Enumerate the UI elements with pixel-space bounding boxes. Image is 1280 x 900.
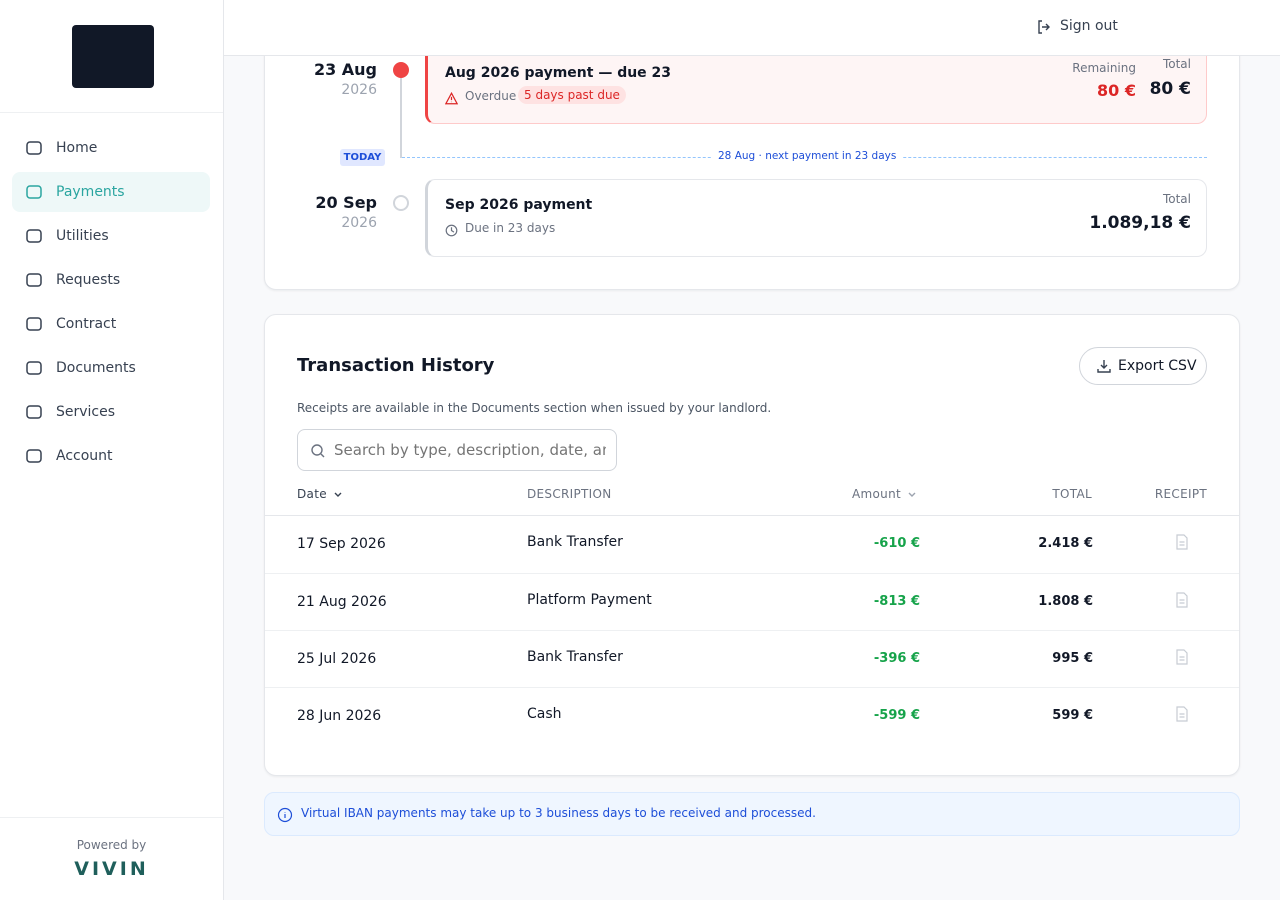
- column-header: Date: [297, 487, 343, 501]
- total-label: Total: [1162, 57, 1191, 71]
- nav-label: Services: [56, 404, 116, 420]
- cell-description: Bank Transfer: [527, 534, 623, 550]
- nav-label: Utilities: [56, 228, 109, 244]
- nav-label: Documents: [56, 360, 136, 376]
- receipt-icon: [1175, 649, 1189, 669]
- receipt-icon: [1175, 592, 1189, 612]
- date-year: 2026: [341, 215, 377, 231]
- cell-total: 1.808 €: [1038, 594, 1093, 609]
- date-year: 2026: [341, 82, 377, 98]
- payment-card: Aug 2026 payment — due 23 Overdue 5 days p…: [425, 46, 1207, 124]
- nav-item[interactable]: Utilities: [12, 216, 210, 256]
- cell-date: 17 Sep 2026: [297, 536, 386, 552]
- table-row: 17 Sep 2026 Bank Transfer -610 € 2.418 €: [265, 516, 1239, 573]
- sign-out-label: Sign out: [1060, 18, 1118, 34]
- receipt-icon: [1175, 534, 1189, 554]
- status-icon: [445, 222, 458, 241]
- history-card: [264, 314, 1240, 776]
- cell-total: 995 €: [1052, 651, 1093, 666]
- column-header: Amount: [852, 487, 917, 501]
- remaining-amount: 80 €: [1097, 81, 1136, 100]
- history-note: Receipts are available in the Documents …: [297, 401, 772, 415]
- today-note: 28 Aug · next payment in 23 days: [712, 150, 903, 162]
- nav-icon: [26, 361, 42, 375]
- nav-icon: [26, 185, 42, 199]
- payment-card: Sep 2026 payment Due in 23 days Total 1.089…: [425, 179, 1207, 257]
- timeline-dot: [393, 195, 409, 211]
- nav-icon: [26, 229, 42, 243]
- cell-amount: -599 €: [873, 708, 920, 723]
- status: Due in 23 days: [465, 221, 556, 235]
- nav-icon: [26, 141, 42, 155]
- nav-label: Requests: [56, 272, 121, 288]
- status: Overdue: [465, 89, 517, 103]
- history-title: Transaction History: [297, 355, 495, 376]
- total-label: Total: [1162, 192, 1191, 206]
- cell-date: 28 Jun 2026: [297, 708, 382, 724]
- logo: [72, 25, 154, 88]
- nav-icon: [26, 449, 42, 463]
- cell-amount: -813 €: [873, 594, 920, 609]
- cell-total: 2.418 €: [1038, 536, 1093, 551]
- nav-item[interactable]: Documents: [12, 348, 210, 388]
- nav-item[interactable]: Home: [12, 128, 210, 168]
- header-line: [265, 515, 1239, 516]
- nav-item[interactable]: Requests: [12, 260, 210, 300]
- payment-title: Sep 2026 payment: [445, 197, 593, 213]
- total-amount: 1.089,18 €: [1089, 213, 1191, 233]
- nav-item[interactable]: Payments: [12, 172, 210, 212]
- nav-label: Account: [56, 448, 113, 464]
- status-icon: [444, 90, 459, 109]
- cell-description: Platform Payment: [527, 592, 652, 608]
- info-text: Virtual IBAN payments may take up to 3 b…: [301, 806, 816, 820]
- nav-icon: [26, 317, 42, 331]
- cell-amount: -610 €: [873, 536, 920, 551]
- nav-item[interactable]: Services: [12, 392, 210, 432]
- divider: [0, 817, 223, 818]
- search-box: [297, 429, 617, 471]
- timeline-dot: [393, 62, 409, 78]
- nav-item[interactable]: Account: [12, 436, 210, 476]
- search-input[interactable]: [332, 438, 608, 462]
- cell-amount: -396 €: [873, 651, 920, 666]
- cell-date: 25 Jul 2026: [297, 651, 377, 667]
- export-label: Export CSV: [1118, 358, 1197, 374]
- timeline-line: [400, 70, 402, 158]
- sidebar: Home Payments Utilities Requests Contract Doc…: [0, 0, 224, 900]
- powered-by: Powered by: [76, 838, 147, 852]
- column-header: DESCRIPTION: [527, 487, 612, 501]
- cell-description: Bank Transfer: [527, 649, 623, 665]
- date-day: 20 Sep: [315, 193, 377, 212]
- nav-label: Contract: [56, 316, 117, 332]
- header: Sign out: [224, 0, 1280, 56]
- sign-out[interactable]: Sign out: [1036, 18, 1118, 34]
- table-row: 28 Jun 2026 Cash -599 € 599 €: [265, 687, 1239, 744]
- column-header: TOTAL: [1052, 487, 1092, 501]
- brand: VIVIN: [74, 858, 149, 880]
- nav-label: Payments: [56, 184, 125, 200]
- export-csv[interactable]: Export CSV: [1079, 347, 1207, 385]
- date-day: 23 Aug: [313, 60, 377, 79]
- nav-label: Home: [56, 140, 98, 156]
- cell-date: 21 Aug 2026: [297, 594, 387, 610]
- cell-description: Cash: [527, 706, 562, 722]
- divider: [0, 112, 223, 113]
- status-badge: 5 days past due: [518, 86, 626, 104]
- nav-icon: [26, 273, 42, 287]
- nav-item[interactable]: Contract: [12, 304, 210, 344]
- payment-title: Aug 2026 payment — due 23: [445, 65, 672, 81]
- table-row: 25 Jul 2026 Bank Transfer -396 € 995 €: [265, 630, 1239, 687]
- remaining-label: Remaining: [1072, 61, 1136, 75]
- table-row: 21 Aug 2026 Platform Payment -813 € 1.808 €: [265, 573, 1239, 630]
- total-amount: 80 €: [1149, 79, 1191, 99]
- info-box: Virtual IBAN payments may take up to 3 b…: [264, 792, 1240, 836]
- today-label: TODAY: [340, 149, 385, 166]
- cell-total: 599 €: [1052, 708, 1093, 723]
- nav-icon: [26, 405, 42, 419]
- receipt-icon: [1175, 706, 1189, 726]
- column-header: RECEIPT: [1154, 487, 1207, 501]
